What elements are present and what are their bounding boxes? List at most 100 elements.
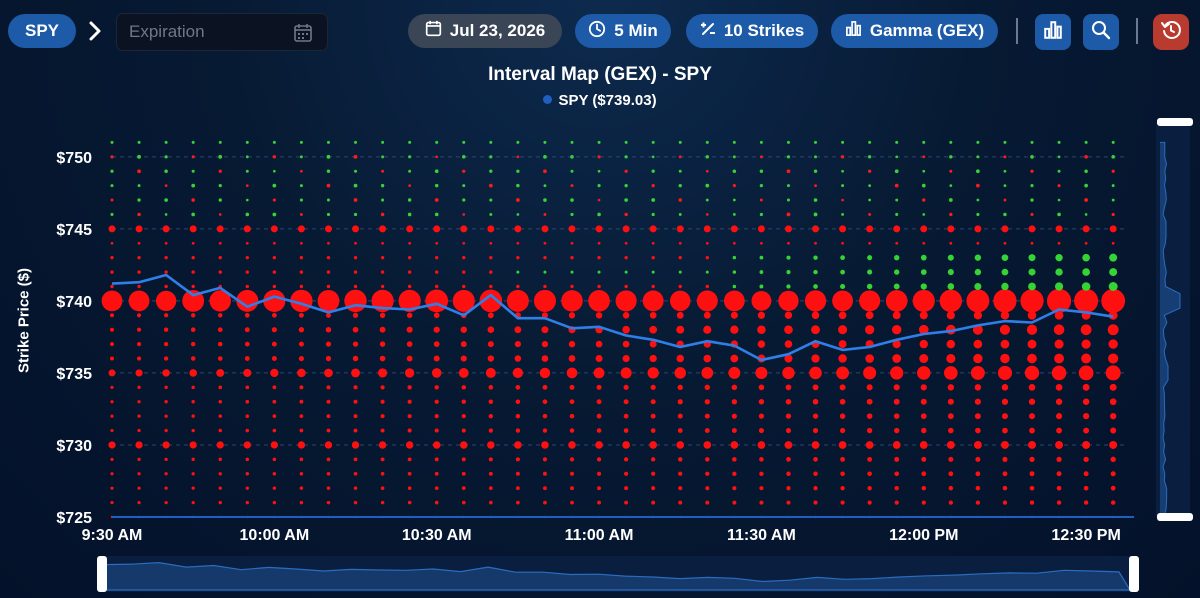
gex-bubble xyxy=(1056,427,1062,434)
gex-bubble xyxy=(868,241,872,245)
x-tick-label: 12:30 PM xyxy=(1051,527,1120,544)
gex-bubble xyxy=(190,327,196,332)
date-button[interactable]: Jul 23, 2026 xyxy=(408,14,562,48)
gex-bubble xyxy=(542,428,548,433)
gex-bubble xyxy=(135,369,143,377)
gex-bubble xyxy=(894,485,899,491)
chart-legend[interactable]: SPY ($739.03) xyxy=(0,92,1200,109)
gex-bubble xyxy=(299,184,303,188)
gex-bubble xyxy=(812,384,819,391)
gex-bubble xyxy=(703,354,712,363)
chart-type-button[interactable] xyxy=(1035,14,1071,50)
gex-bubble xyxy=(354,169,358,173)
gex-bubble xyxy=(650,457,656,462)
gex-bubble xyxy=(1074,288,1099,313)
gex-bubble xyxy=(245,428,250,433)
gex-bubble xyxy=(137,140,141,144)
gex-bubble xyxy=(380,284,385,289)
gex-bubble xyxy=(705,457,710,462)
gex-bubble xyxy=(245,414,250,418)
gex-bubble xyxy=(191,486,195,490)
gex-bubble xyxy=(814,184,817,188)
gex-bubble xyxy=(272,457,277,462)
gex-bubble xyxy=(1046,288,1072,314)
gex-bubble xyxy=(947,283,955,290)
gex-bubble xyxy=(489,155,493,159)
gex-bubble xyxy=(135,225,143,233)
gex-bubble xyxy=(326,414,331,419)
gex-bubble xyxy=(244,341,250,347)
gex-bubble xyxy=(407,270,412,274)
gex-bubble xyxy=(353,183,358,188)
gex-bubble xyxy=(568,355,576,362)
gex-bubble xyxy=(868,198,872,202)
gex-bubble xyxy=(597,212,601,217)
gex-bubble xyxy=(570,212,574,217)
gex-bubble xyxy=(948,456,954,462)
gex-bubble xyxy=(705,169,709,173)
gex-bubble xyxy=(678,169,682,173)
gex-bubble xyxy=(859,290,881,312)
gex-bubble xyxy=(326,270,331,274)
gex-bubble xyxy=(434,385,439,390)
gex-bubble xyxy=(272,183,277,188)
gex-bubble xyxy=(299,414,304,419)
gex-bubble xyxy=(1111,241,1115,245)
gex-bubble xyxy=(624,486,629,491)
gex-bubble xyxy=(561,290,583,312)
gex-bubble xyxy=(703,325,712,334)
gex-bubble xyxy=(596,471,602,476)
gex-bubble xyxy=(128,290,150,312)
strikes-button[interactable]: 10 Strikes xyxy=(686,14,818,48)
gex-bubble xyxy=(1084,169,1088,173)
gex-bubble xyxy=(270,368,279,378)
gex-bubble xyxy=(515,471,520,476)
gex-bubble xyxy=(136,342,142,347)
gex-bubble xyxy=(867,255,873,261)
gex-bubble xyxy=(191,270,195,274)
gex-bubble xyxy=(649,340,657,348)
gex-bubble xyxy=(1055,413,1063,420)
gex-bubble xyxy=(892,340,901,349)
gex-bubble xyxy=(406,355,413,362)
gex-bubble xyxy=(263,289,286,312)
gex-bubble xyxy=(137,154,141,159)
x-tick-label: 10:00 AM xyxy=(240,527,310,544)
gex-bubble xyxy=(514,341,521,348)
expiration-field[interactable]: Expiration xyxy=(116,13,328,51)
gex-bubble xyxy=(1105,365,1121,381)
interval-button[interactable]: 5 Min xyxy=(575,14,671,48)
calendar-icon[interactable] xyxy=(293,23,313,48)
gex-bubble xyxy=(461,428,466,433)
gex-bubble xyxy=(435,140,439,144)
gex-bubble xyxy=(624,284,628,289)
gex-bubble xyxy=(1027,310,1037,320)
time-navigator xyxy=(97,556,1139,592)
gex-bubble xyxy=(406,326,413,333)
gex-bubble xyxy=(218,500,222,505)
symbol-button[interactable]: SPY xyxy=(8,14,76,48)
gex-bubble xyxy=(919,354,929,364)
reset-button[interactable] xyxy=(1153,14,1189,50)
gex-bubble xyxy=(326,255,331,260)
gex-bubble xyxy=(433,341,440,347)
gex-bubble xyxy=(1028,398,1036,405)
gex-bubble xyxy=(110,472,114,476)
gex-bubble xyxy=(622,312,630,319)
zoom-button[interactable] xyxy=(1083,14,1119,50)
gex-bubble xyxy=(678,500,683,505)
metric-button[interactable]: Gamma (GEX) xyxy=(831,14,998,48)
gex-bubble xyxy=(649,311,657,319)
gex-bubble xyxy=(568,441,576,449)
gex-bubble xyxy=(489,212,493,216)
gex-bubble xyxy=(380,457,385,462)
gex-bubble xyxy=(948,485,954,491)
gex-bubble xyxy=(1110,471,1116,477)
gex-bubble xyxy=(272,399,277,404)
gex-bubble xyxy=(649,225,657,233)
gex-bubble xyxy=(1020,289,1044,313)
gex-bubble xyxy=(1000,339,1010,349)
gex-bubble xyxy=(569,428,575,433)
gex-bubble xyxy=(272,472,277,476)
